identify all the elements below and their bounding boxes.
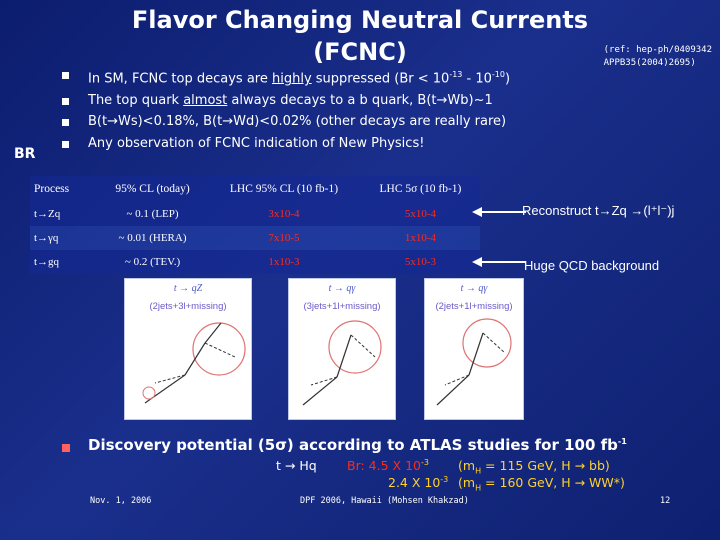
- feynman-diagram-panel: t → qγ (2jets+1l+missing): [424, 278, 524, 420]
- diagram-process-label: t → qγ: [328, 283, 356, 294]
- arrow-head-left-icon: [472, 207, 482, 217]
- diagram-final-state: (3jets+1l+missing): [303, 301, 381, 312]
- bullet-square-icon: [62, 444, 70, 452]
- table-cell: 1x10-4: [360, 226, 480, 250]
- feynman-diagram-icon: [436, 318, 512, 406]
- feynman-diagram-icon: [142, 322, 246, 404]
- table-row: t→Zq ~ 0.1 (LEP) 3x10-4 5x10-4: [30, 202, 480, 226]
- table-row: t→gq ~ 0.2 (TEV.) 1x10-3 5x10-3: [30, 250, 480, 274]
- feynman-diagram-icon: [302, 320, 382, 406]
- table-cell: 5x10-3: [360, 250, 480, 274]
- reference-line-2: APPB35(2004)2695): [603, 58, 696, 68]
- reference-line-1: (ref: hep-ph/0409342: [603, 45, 712, 55]
- table-cell: 1x10-3: [207, 250, 361, 274]
- condition-2: (mH = 160 GeV, H → WW*): [458, 475, 625, 493]
- bullet-item: B(t→Ws)<0.18%, B(t→Wd)<0.02% (other deca…: [62, 111, 602, 133]
- br-value-1: Br: 4.5 X 10-3: [347, 458, 429, 474]
- arrows-graphic: [472, 207, 526, 267]
- slide-title: Flavor Changing Neutral Currents (FCNC): [90, 4, 630, 68]
- arrow-head-left-icon: [472, 257, 482, 267]
- table-row: t→γq ~ 0.01 (HERA) 7x10-5 1x10-4: [30, 226, 480, 250]
- table-cell: t→γq: [30, 226, 98, 250]
- bullet-item: Any observation of FCNC indication of Ne…: [62, 133, 602, 155]
- diagram-process-label: t → qZ: [173, 283, 203, 294]
- condition-1: (mH = 115 GeV, H → bb): [458, 458, 610, 476]
- table-header: Process: [30, 176, 98, 202]
- diagram-final-state: (2jets+1l+missing): [435, 301, 513, 312]
- table-cell: t→gq: [30, 250, 98, 274]
- bullet-square-icon: [62, 119, 69, 127]
- qcd-background-note: Huge QCD background: [524, 258, 660, 273]
- table-header: LHC 95% CL (10 fb-1): [207, 176, 361, 202]
- table-cell: 3x10-4: [207, 202, 361, 226]
- diagram-process-label: t → qγ: [460, 283, 488, 294]
- br-label: BR: [14, 146, 36, 162]
- discovery-bullet: Discovery potential (5σ) according to AT…: [62, 436, 627, 454]
- reconstruct-note: Reconstruct t→Zq →(l⁺l⁻)j: [522, 203, 675, 218]
- table-cell: ~ 0.01 (HERA): [98, 226, 208, 250]
- decay-label: t → Hq: [276, 458, 317, 473]
- table-header: LHC 5σ (10 fb-1): [360, 176, 480, 202]
- feynman-diagram-panel: t → qγ (3jets+1l+missing): [288, 278, 396, 420]
- footer-date: Nov. 1, 2006: [90, 496, 152, 506]
- table-cell: t→Zq: [30, 202, 98, 226]
- footer-conference: DPF 2006, Hawaii (Mohsen Khakzad): [300, 496, 469, 506]
- reference-note: (ref: hep-ph/0409342 APPB35(2004)2695): [604, 44, 712, 70]
- higgs-decay-line-1: t → Hq: [276, 458, 317, 473]
- diagram-final-state: (2jets+3l+missing): [149, 301, 227, 312]
- feynman-diagram-panel: t → qZ (2jets+3l+missing): [124, 278, 252, 420]
- title-line-2: (FCNC): [313, 38, 407, 66]
- table-header-row: Process 95% CL (today) LHC 95% CL (10 fb…: [30, 176, 480, 202]
- bullet-square-icon: [62, 97, 69, 105]
- title-line-1: Flavor Changing Neutral Currents: [131, 6, 589, 34]
- table-cell: ~ 0.1 (LEP): [98, 202, 208, 226]
- process-table: Process 95% CL (today) LHC 95% CL (10 fb…: [30, 176, 480, 274]
- table-cell: ~ 0.2 (TEV.): [98, 250, 208, 274]
- table-cell: 7x10-5: [207, 226, 361, 250]
- table-header: 95% CL (today): [98, 176, 208, 202]
- bullet-square-icon: [62, 140, 69, 148]
- br-value-2: 2.4 X 10-3: [388, 475, 449, 491]
- page-number: 12: [660, 496, 671, 506]
- bullet-square-icon: [62, 72, 69, 79]
- bullet-item: In SM, FCNC top decays are highly suppre…: [62, 64, 602, 90]
- table-cell: 5x10-4: [360, 202, 480, 226]
- bullet-list: In SM, FCNC top decays are highly suppre…: [62, 64, 602, 154]
- bullet-item: The top quark almost always decays to a …: [62, 90, 602, 112]
